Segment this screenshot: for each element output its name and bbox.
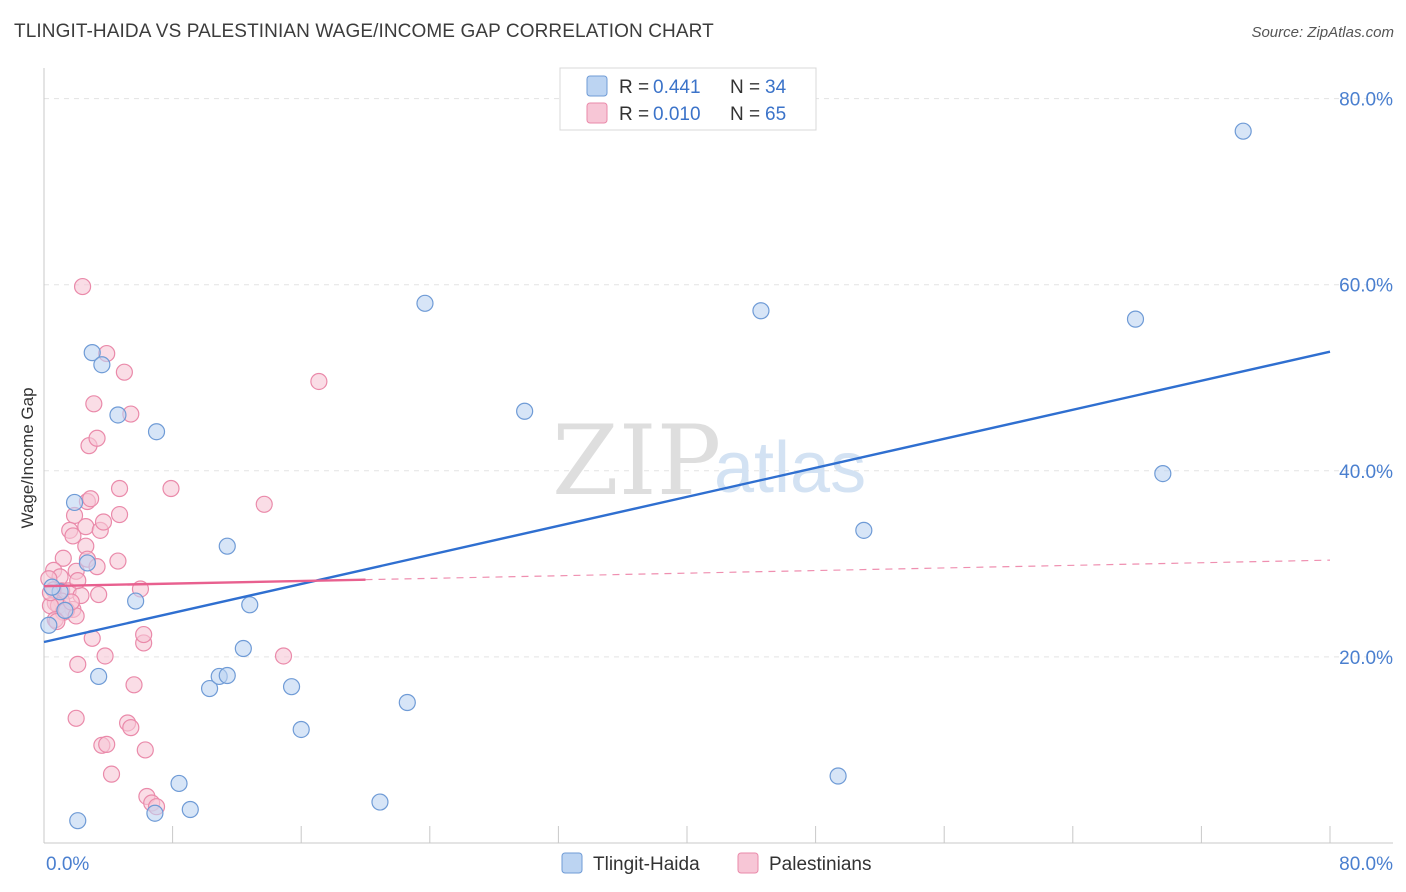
tlingit-haida-point-22	[181, 800, 199, 819]
palestinians-point-8	[162, 479, 180, 498]
palestinians-points	[40, 277, 328, 816]
legend-n-value-2: 65	[765, 104, 786, 125]
palestinians-point-12	[110, 505, 129, 524]
tlingit-haida-point-32	[1234, 122, 1252, 140]
palestinians-trend-line-1	[43, 578, 366, 588]
legend-swatch-tlingit	[586, 75, 608, 97]
palestinians-point-53	[122, 719, 140, 737]
palestinians-point-5	[310, 372, 328, 391]
tlingit-haida-point-0	[40, 616, 58, 634]
palestinians-point-19	[94, 513, 113, 531]
tlingit-haida-point-26	[516, 402, 534, 420]
tlingit-haida-point-5	[109, 406, 127, 424]
y-tick-label-3: 80.0%	[1339, 90, 1393, 111]
tlingit-haida-point-1	[65, 493, 84, 512]
y-tick-label-1: 40.0%	[1339, 462, 1393, 483]
palestinians-point-3	[85, 395, 103, 413]
tlingit-haida-point-9	[56, 601, 74, 619]
watermark: ZIP atlas	[552, 405, 866, 517]
tlingit-haida-point-14	[200, 679, 219, 698]
tlingit-haida-point-17	[282, 678, 301, 696]
x-tick-label-min: 0.0%	[46, 854, 89, 875]
palestinians-point-15	[255, 495, 273, 513]
bottom-legend: Tlingit-Haida Palestinians	[561, 852, 871, 875]
tlingit-haida-point-12	[241, 596, 259, 614]
legend-n-label-2: N =	[730, 104, 760, 125]
palestinians-point-48	[96, 647, 114, 665]
legend-n-label-1: N =	[730, 77, 760, 98]
tlingit-haida-point-11	[218, 537, 236, 555]
tlingit-haida-point-6	[147, 423, 166, 441]
legend-r-value-1: 0.441	[653, 77, 701, 98]
palestinians-point-0	[73, 277, 92, 296]
palestinians-point-51	[67, 709, 85, 727]
palestinians-point-47	[274, 647, 293, 665]
tlingit-haida-point-3	[83, 344, 101, 362]
tlingit-haida-point-19	[398, 693, 416, 712]
x-tick-label-max: 80.0%	[1339, 854, 1393, 875]
legend-r-label-2: R =	[619, 104, 649, 125]
tlingit-haida-point-4	[93, 356, 111, 374]
tlingit-haida-point-30	[1126, 310, 1145, 328]
tlingit-haida-point-25	[170, 774, 188, 793]
legend-swatch-palestinian	[586, 102, 608, 124]
palestinians-point-56	[136, 741, 154, 759]
palestinians-point-7	[88, 429, 106, 447]
palestinians-point-57	[102, 765, 121, 783]
tlingit-haida-point-10	[90, 667, 108, 686]
trend-lines	[43, 350, 1331, 644]
tlingit-haida-point-2	[78, 554, 97, 572]
tlingit-haida-point-13	[234, 639, 252, 658]
palestinians-point-9	[110, 479, 129, 498]
chart-title: TLINGIT-HAIDA VS PALESTINIAN WAGE/INCOME…	[14, 21, 714, 42]
tlingit-haida-trend-line-0	[43, 350, 1331, 644]
tlingit-haida-point-7	[127, 592, 145, 610]
tlingit-haida-point-23	[371, 793, 389, 811]
tlingit-haida-point-21	[146, 804, 164, 822]
tlingit-haida-point-27	[752, 302, 770, 320]
palestinians-trend-line-2	[365, 559, 1331, 581]
palestinians-point-42	[90, 585, 108, 604]
tlingit-haida-points	[40, 122, 1252, 830]
y-axis-title: Wage/Income Gap	[18, 387, 37, 528]
bottom-legend-swatch-tlingit	[561, 852, 583, 874]
legend-r-label-1: R =	[619, 77, 649, 98]
bottom-legend-swatch-palestinian	[737, 852, 759, 874]
tlingit-haida-point-24	[69, 812, 87, 830]
bottom-legend-tlingit: Tlingit-Haida	[593, 854, 700, 875]
legend-n-value-1: 34	[765, 77, 787, 98]
y-tick-label-2: 60.0%	[1339, 276, 1393, 297]
palestinians-point-55	[98, 735, 116, 753]
tlingit-haida-point-28	[855, 521, 873, 539]
axes	[43, 68, 1393, 844]
watermark-zip: ZIP	[552, 405, 721, 517]
tlingit-haida-point-31	[1154, 464, 1172, 483]
y-tick-label-0: 20.0%	[1339, 648, 1393, 669]
palestinians-point-46	[135, 625, 153, 644]
gridlines	[44, 98, 1393, 658]
palestinians-point-23	[109, 552, 127, 570]
palestinians-point-50	[125, 676, 143, 694]
palestinians-point-11	[82, 490, 100, 508]
palestinians-point-2	[115, 363, 133, 381]
palestinians-point-20	[54, 549, 72, 567]
source-note: Source: ZipAtlas.com	[1251, 24, 1394, 41]
tlingit-haida-point-29	[829, 767, 847, 785]
watermark-atlas: atlas	[714, 428, 866, 508]
palestinians-point-17	[64, 527, 82, 545]
tlingit-haida-point-18	[292, 720, 310, 739]
legend: R = 0.441 N = 34 R = 0.010 N = 65	[559, 67, 817, 131]
legend-r-value-2: 0.010	[653, 104, 701, 125]
tlingit-haida-point-20	[416, 294, 434, 312]
y-tick-labels: 20.0% 40.0% 60.0% 80.0%	[1339, 90, 1393, 669]
bottom-legend-palestinian: Palestinians	[769, 854, 871, 875]
tlingit-haida-point-16	[218, 666, 236, 685]
palestinians-point-49	[69, 655, 87, 673]
